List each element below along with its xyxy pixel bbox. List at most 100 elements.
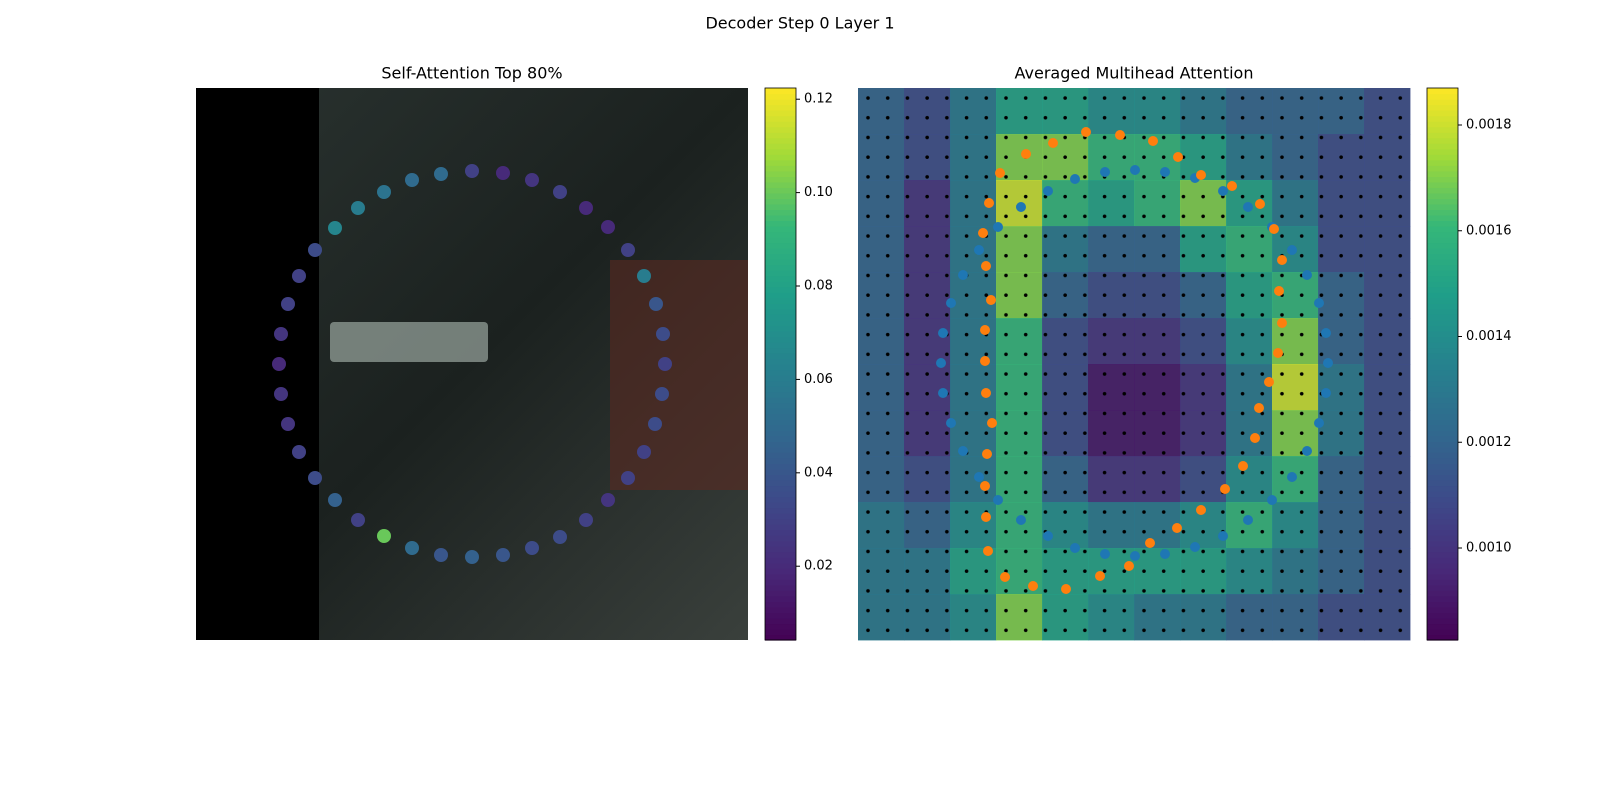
colorbar-step — [765, 165, 796, 172]
attention-point — [434, 548, 448, 562]
colorbar-step — [1427, 303, 1458, 310]
colorbar-step — [1427, 358, 1458, 365]
point — [1130, 165, 1140, 175]
point — [1287, 245, 1297, 255]
colorbar-step — [1427, 192, 1458, 199]
colorbar-step — [1427, 402, 1458, 409]
colorbar-step — [1427, 579, 1458, 586]
point — [978, 228, 988, 238]
colorbar-step — [765, 424, 796, 431]
colorbar-step — [1427, 237, 1458, 244]
colorbar-step — [1427, 364, 1458, 371]
colorbar-step — [1427, 181, 1458, 188]
colorbar-step — [765, 137, 796, 144]
colorbar-step — [1427, 540, 1458, 547]
point — [1115, 130, 1125, 140]
point — [1227, 181, 1237, 191]
point — [1021, 149, 1031, 159]
colorbar-step — [765, 181, 796, 188]
colorbar-step — [765, 159, 796, 166]
point — [981, 261, 991, 271]
colorbar-step — [1427, 159, 1458, 166]
point — [1016, 202, 1026, 212]
point — [1302, 270, 1312, 280]
point — [946, 298, 956, 308]
attention-point — [281, 417, 295, 431]
point — [1250, 433, 1260, 443]
colorbar-step — [1427, 187, 1458, 194]
colorbar-step — [765, 579, 796, 586]
colorbar-step — [765, 341, 796, 349]
colorbar-step — [765, 281, 796, 288]
point — [1314, 298, 1324, 308]
attention-point — [405, 173, 419, 187]
point — [986, 295, 996, 305]
point — [1302, 446, 1312, 456]
attention-point — [525, 541, 539, 555]
colorbar-step — [765, 292, 796, 299]
colorbar-step — [1427, 463, 1458, 470]
colorbar-step — [1427, 292, 1458, 299]
colorbar-step — [1427, 424, 1458, 431]
point — [1277, 318, 1287, 328]
colorbar-step — [1427, 93, 1458, 100]
colorbar-step — [1427, 220, 1458, 227]
colorbar-step — [1427, 341, 1458, 349]
colorbar-step — [1427, 557, 1458, 564]
colorbar-step — [765, 248, 796, 255]
colorbar-step — [1427, 413, 1458, 420]
point — [1267, 495, 1277, 505]
panel-title: Averaged Multihead Attention — [1015, 64, 1254, 83]
colorbar-step — [1427, 170, 1458, 177]
attention-point — [553, 530, 567, 544]
colorbar-step — [765, 479, 796, 487]
point — [1160, 167, 1170, 177]
point — [993, 222, 1003, 232]
colorbar-step — [765, 468, 796, 475]
colorbar-step — [765, 115, 796, 122]
attention-point — [274, 327, 288, 341]
attention-point — [351, 513, 365, 527]
point — [1070, 543, 1080, 553]
colorbar-step — [1427, 143, 1458, 150]
colorbar-step — [1427, 319, 1458, 326]
colorbar-step — [765, 253, 796, 260]
point — [1243, 202, 1253, 212]
point — [974, 245, 984, 255]
colorbar-step — [1427, 601, 1458, 608]
point — [1274, 286, 1284, 296]
colorbar-step — [765, 446, 796, 453]
point — [1148, 136, 1158, 146]
attention-point — [601, 220, 615, 234]
colorbar-step — [1427, 468, 1458, 475]
colorbar-tick-label: 0.0014 — [1466, 329, 1512, 344]
colorbar-step — [1427, 253, 1458, 260]
panel-title: Self-Attention Top 80% — [381, 64, 562, 83]
colorbar-step — [765, 308, 796, 315]
attention-point — [377, 529, 391, 543]
attention-point — [281, 297, 295, 311]
colorbar-step — [1427, 457, 1458, 464]
colorbar-step — [765, 529, 796, 536]
colorbar-step — [765, 231, 796, 238]
colorbar-step — [1427, 535, 1458, 542]
colorbar-tick-label: 0.12 — [804, 92, 833, 107]
colorbar-step — [765, 441, 796, 448]
colorbar-step — [1427, 286, 1458, 293]
attention-point — [292, 269, 306, 283]
colorbar-step — [765, 402, 796, 409]
colorbar-step — [1427, 99, 1458, 106]
attention-point — [655, 387, 669, 401]
colorbar-step — [765, 198, 796, 205]
colorbar-step — [765, 397, 796, 404]
attention-point — [553, 185, 567, 199]
attention-point — [496, 548, 510, 562]
colorbar-tick-label: 0.08 — [804, 279, 833, 294]
colorbar-step — [1427, 496, 1458, 503]
point — [1016, 515, 1026, 525]
colorbar-step — [765, 214, 796, 222]
colorbar-step — [1427, 375, 1458, 382]
colorbar-step — [1427, 479, 1458, 487]
attention-point — [637, 269, 651, 283]
colorbar-step — [1427, 529, 1458, 536]
